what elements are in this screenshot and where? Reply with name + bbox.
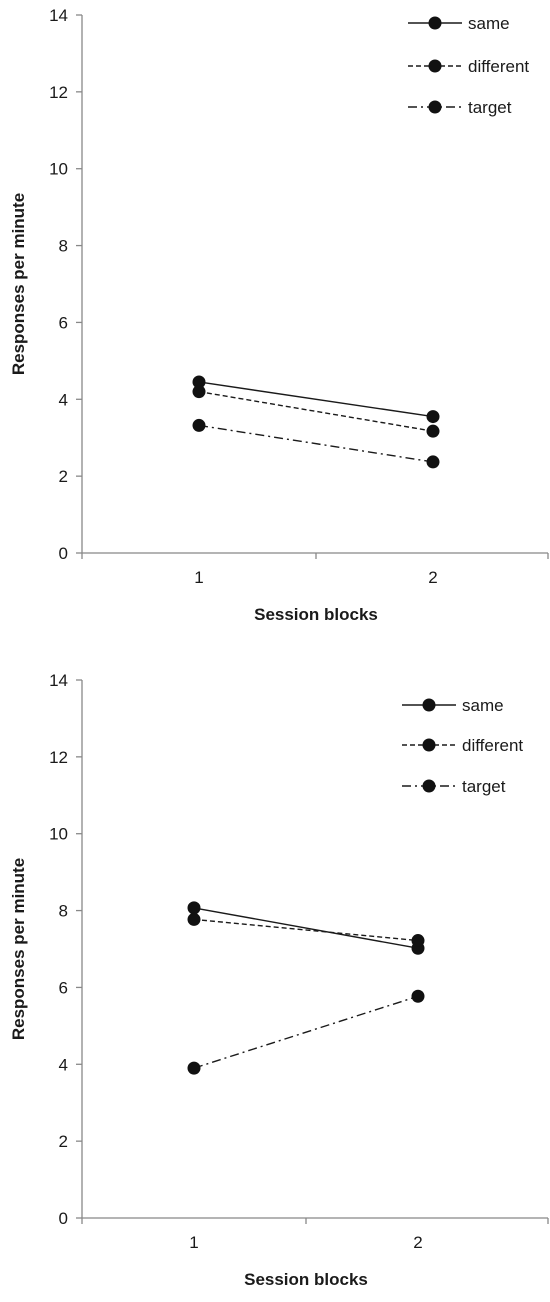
legend-swatch-marker-different	[422, 738, 436, 752]
y-tick-label: 12	[49, 748, 68, 767]
y-tick-label: 0	[59, 544, 68, 563]
legend-swatch-marker-different	[428, 59, 442, 73]
y-tick-label: 14	[49, 6, 68, 25]
legend-label-different: different	[462, 736, 523, 755]
data-point-same	[192, 375, 206, 389]
data-point-target	[192, 418, 206, 432]
y-tick-label: 8	[59, 237, 68, 256]
y-axis-title: Responses per minute	[9, 858, 28, 1040]
legend-label-same: same	[462, 696, 504, 715]
y-tick-label: 2	[59, 1132, 68, 1151]
data-point-same	[187, 901, 201, 915]
series-line-target	[198, 424, 434, 463]
data-point-target	[426, 455, 440, 469]
legend-swatch-marker-target	[428, 100, 442, 114]
y-tick-label: 4	[59, 1055, 68, 1074]
y-tick-label: 0	[59, 1209, 68, 1228]
data-point-same	[426, 410, 440, 424]
series-line-target	[193, 995, 419, 1069]
y-tick-label: 10	[49, 825, 68, 844]
x-axis-title: Session blocks	[254, 605, 378, 624]
data-point-target	[187, 1061, 201, 1075]
data-point-different	[192, 385, 206, 399]
data-point-different	[411, 934, 425, 948]
legend-swatch-marker-same	[428, 16, 442, 30]
series-line-same	[198, 381, 434, 418]
y-tick-label: 14	[49, 671, 68, 690]
data-point-different	[426, 424, 440, 438]
legend-swatch-marker-target	[422, 779, 436, 793]
y-axis-title: Responses per minute	[9, 193, 28, 375]
x-tick-label: 2	[413, 1233, 422, 1252]
y-tick-label: 4	[59, 390, 68, 409]
series-line-same	[193, 907, 419, 949]
legend-label-different: different	[468, 57, 529, 76]
data-point-target	[411, 989, 425, 1003]
y-tick-label: 10	[49, 160, 68, 179]
legend-label-target: target	[468, 98, 512, 117]
x-tick-label: 2	[428, 568, 437, 587]
y-tick-label: 12	[49, 83, 68, 102]
y-tick-label: 2	[59, 467, 68, 486]
data-point-different	[187, 912, 201, 926]
legend-label-target: target	[462, 777, 506, 796]
legend-label-same: same	[468, 14, 510, 33]
y-tick-label: 8	[59, 902, 68, 921]
series-line-different	[193, 918, 419, 942]
x-tick-label: 1	[189, 1233, 198, 1252]
x-tick-label: 1	[194, 568, 203, 587]
y-tick-label: 6	[59, 313, 68, 332]
legend-swatch-marker-same	[422, 698, 436, 712]
y-tick-label: 6	[59, 978, 68, 997]
x-axis-title: Session blocks	[244, 1270, 368, 1289]
